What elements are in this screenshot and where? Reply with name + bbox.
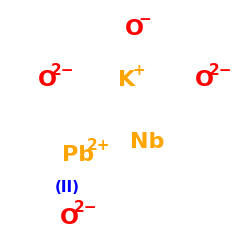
Text: O: O [125,19,144,39]
Text: O: O [195,70,214,90]
Text: 2−: 2− [209,63,232,78]
Text: O: O [38,70,56,90]
Text: K: K [118,70,134,90]
Text: 2−: 2− [74,200,97,216]
Text: Nb: Nb [130,132,164,152]
Text: +: + [132,63,145,78]
Text: O: O [60,208,79,228]
Text: (II): (II) [55,180,80,195]
Text: Pb: Pb [62,145,94,165]
Text: −: − [139,12,151,27]
Text: 2−: 2− [51,63,75,78]
Text: 2+: 2+ [86,138,110,153]
